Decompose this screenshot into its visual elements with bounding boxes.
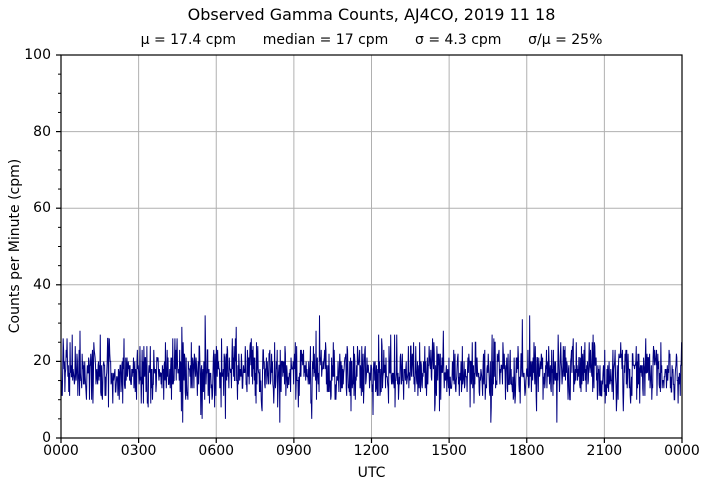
y-tick-label: 0 [42,430,51,446]
x-tick-label: 0000 [664,443,700,459]
chart-stats-subtitle: μ = 17.4 cpm median = 17 cpm σ = 4.3 cpm… [140,32,603,48]
x-axis-label: UTC [357,465,386,481]
x-tick-label: 2100 [586,443,623,459]
x-tick-label: 1800 [508,443,545,459]
y-tick-label: 60 [33,200,51,217]
chart-title: Observed Gamma Counts, AJ4CO, 2019 11 18 [187,5,556,24]
x-tick-label: 1200 [353,443,390,459]
y-tick-label: 100 [24,47,51,63]
x-tick-label: 0900 [276,443,312,459]
y-tick-label: 40 [33,276,51,293]
x-tick-label: 0600 [198,443,235,459]
y-tick-label: 20 [33,353,51,370]
x-tick-label: 0000 [43,443,79,459]
x-tick-label: 0300 [120,443,157,459]
x-tick-label: 1500 [431,443,467,459]
data-series-line [60,315,683,423]
y-tick-label: 80 [33,123,51,140]
